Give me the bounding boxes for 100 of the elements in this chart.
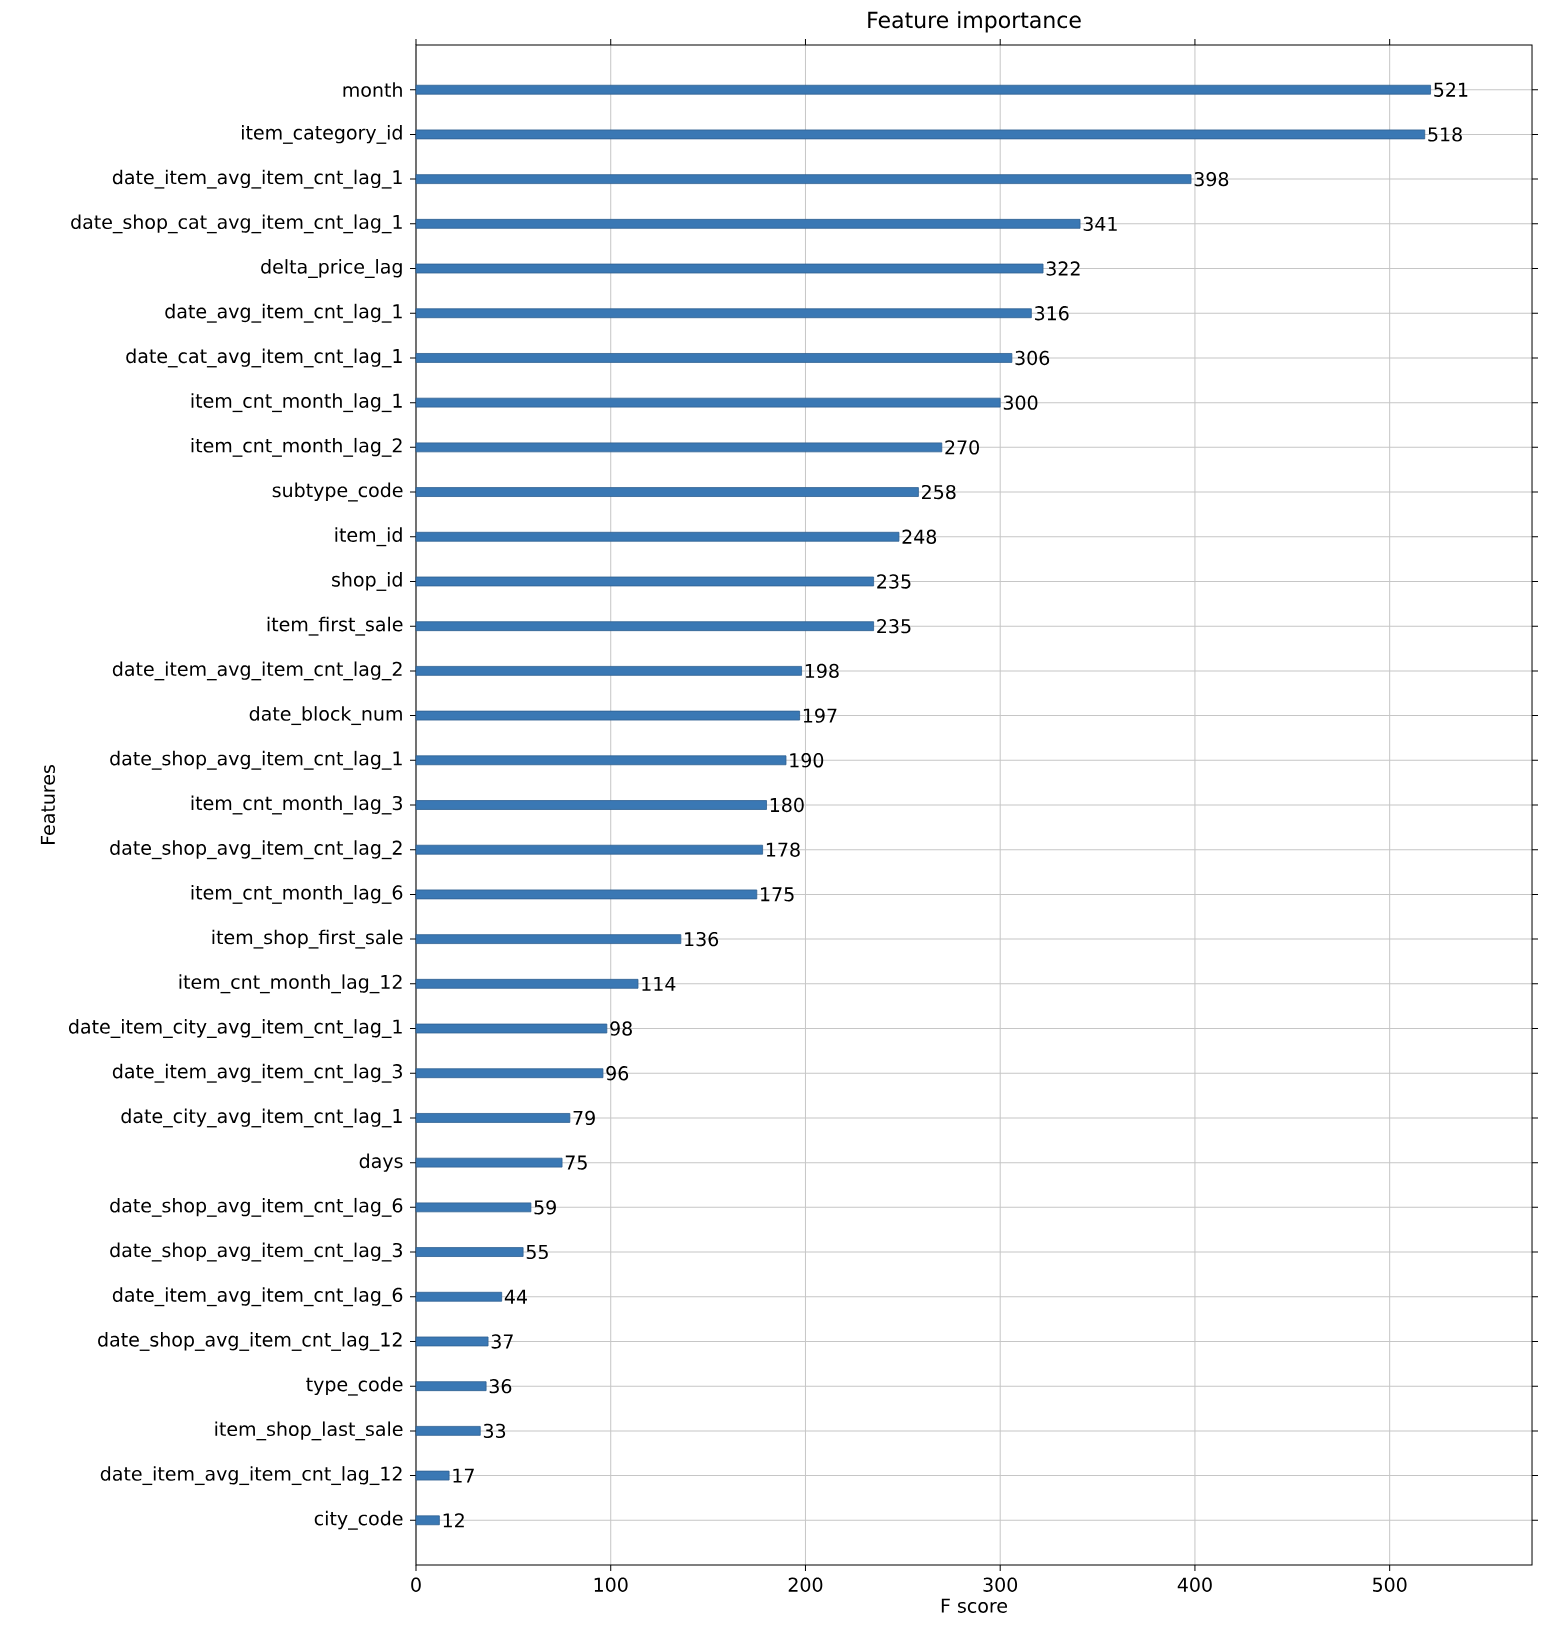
data-label: 37 [491,1334,513,1349]
bar [415,397,1001,408]
bar [415,755,787,766]
data-label: 197 [803,708,837,723]
bar [415,1470,450,1481]
data-label: 248 [902,529,937,544]
data-label: 235 [877,574,911,589]
bar [415,174,1192,184]
data-label: 258 [922,484,956,500]
y-tick-label: item_cnt_month_lag_12 [179,974,402,994]
y-tick-label: date_shop_avg_item_cnt_lag_2 [110,840,402,860]
bar [415,1068,604,1079]
bar [415,1336,489,1347]
chart-title: Feature importance [868,11,1081,33]
bar [415,621,875,632]
data-label: 235 [877,619,911,634]
data-label: 518 [1428,127,1462,142]
y-tick-label: date_item_avg_item_cnt_lag_6 [112,1287,403,1307]
y-tick-label: date_shop_avg_item_cnt_lag_1 [110,750,402,770]
data-label: 270 [945,440,979,455]
data-label: 180 [770,797,804,813]
bar [415,889,758,900]
x-axis-title: F score [941,1598,1008,1613]
y-tick-label: delta_price_lag [261,259,402,278]
data-label: 136 [685,931,719,947]
y-tick-label: date_item_avg_item_cnt_lag_3 [112,1063,402,1083]
y-tick-label: item_category_id [242,124,402,144]
bar [415,487,919,497]
bar [415,1157,563,1168]
bar [415,1515,440,1526]
bar [415,1023,608,1034]
x-tick-label: 0 [411,1577,421,1592]
bar [415,1113,571,1123]
y-tick-label: item_cnt_month_lag_3 [191,795,402,815]
bar [415,1202,532,1213]
y-tick-label: item_cnt_month_lag_6 [191,884,403,904]
y-tick-label: item_id [335,527,402,547]
y-tick-label: date_cat_avg_item_cnt_lag_1 [126,348,402,368]
data-label: 521 [1434,82,1468,97]
bar [415,1426,481,1436]
y-tick-label: date_item_city_avg_item_cnt_lag_1 [68,1019,402,1038]
bar [415,1291,503,1302]
y-tick-label: item_shop_first_sale [212,929,403,949]
y-tick-label: item_shop_last_sale [215,1421,403,1441]
y-tick-label: date_shop_avg_item_cnt_lag_12 [98,1332,402,1351]
data-label: 44 [504,1289,527,1304]
bar [415,844,764,855]
y-tick-label: city_code [314,1510,403,1530]
y-tick-label: subtype_code [272,482,403,502]
data-label: 316 [1035,306,1069,321]
y-tick-label: date_block_num [249,706,402,726]
x-tick-label: 400 [1177,1577,1212,1592]
data-label: 75 [565,1155,587,1170]
y-tick-label: date_city_avg_item_cnt_lag_1 [121,1108,402,1128]
data-label: 300 [1003,395,1038,410]
y-axis-title: Features [40,765,56,844]
bar [415,442,943,453]
y-tick-label: date_shop_avg_item_cnt_lag_3 [110,1242,402,1262]
bar [415,218,1081,229]
bar [415,84,1431,95]
data-label: 398 [1194,171,1229,187]
data-label: 55 [526,1245,548,1260]
x-tick-label: 200 [788,1577,823,1592]
y-tick-label: item_cnt_month_lag_2 [191,437,402,457]
data-label: 96 [606,1066,629,1081]
data-label: 178 [766,842,800,857]
data-label: 33 [483,1423,506,1439]
data-label: 198 [805,663,839,679]
bar [415,308,1032,319]
bar [415,1247,524,1257]
bar [415,710,801,721]
data-label: 322 [1046,261,1080,276]
y-tick-label: type_code [306,1376,403,1396]
x-tick-label: 100 [594,1577,628,1592]
x-tick-label: 300 [983,1577,1018,1592]
y-tick-label: month [343,82,402,98]
data-label: 175 [761,887,794,902]
bar [415,129,1426,140]
data-label: 306 [1015,350,1050,366]
bar [415,934,682,944]
bar [415,800,767,810]
bar [415,263,1044,274]
y-tick-label: date_item_avg_item_cnt_lag_1 [112,169,402,189]
bar [415,1381,487,1392]
y-tick-label: date_item_avg_item_cnt_lag_12 [100,1466,402,1486]
data-label: 341 [1083,216,1117,232]
y-tick-label: date_shop_avg_item_cnt_lag_6 [110,1197,403,1217]
data-label: 190 [790,753,824,768]
y-tick-label: item_first_sale [267,616,403,636]
bar [415,576,875,587]
y-tick-label: shop_id [332,572,402,591]
bar [415,666,802,676]
y-tick-label: item_cnt_month_lag_1 [191,393,402,413]
bar [415,531,900,542]
data-label: 114 [642,976,676,991]
y-tick-label: days [359,1153,403,1172]
bar [415,353,1013,363]
data-label: 36 [489,1378,512,1394]
data-label: 59 [534,1200,556,1215]
data-label: 17 [453,1468,474,1483]
